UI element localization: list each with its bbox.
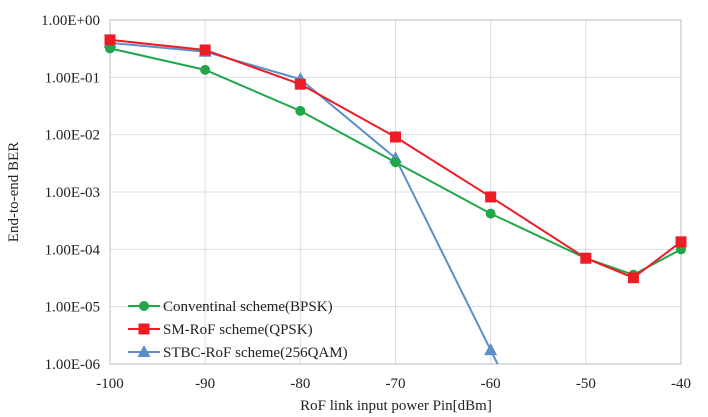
data-point xyxy=(105,43,115,54)
x-tick-label: -90 xyxy=(195,376,215,392)
legend-label: STBC-RoF scheme(256QAM) xyxy=(163,345,348,361)
series-line xyxy=(110,38,682,279)
y-axis-label: End-to-end BER xyxy=(6,142,22,242)
data-point xyxy=(199,44,211,56)
data-point xyxy=(627,272,639,284)
x-tick-label: -40 xyxy=(671,376,691,392)
legend-label: SM-RoF scheme(QPSK) xyxy=(163,322,313,338)
x-tick-label: -100 xyxy=(96,376,124,392)
y-tick-label: 1.00E-03 xyxy=(45,185,100,201)
y-tick-label: 1.00E-05 xyxy=(45,300,100,316)
data-point xyxy=(390,131,401,143)
series-line xyxy=(110,47,682,276)
x-tick-label: -80 xyxy=(290,376,310,392)
x-axis-ticks: -100 -90 -80 -70 -60 -50 -40 xyxy=(96,376,691,392)
data-point xyxy=(675,236,687,248)
y-axis-ticks: 1.00E+00 1.00E-01 1.00E-02 1.00E-03 1.00E-04… xyxy=(41,13,100,373)
legend: Conventinal scheme(BPSK) SM-RoF scheme(QP… xyxy=(128,299,348,361)
data-point xyxy=(580,252,592,264)
legend-marker xyxy=(137,345,151,357)
legend-marker xyxy=(139,301,149,311)
data-point xyxy=(485,208,496,219)
y-tick-label: 1.00E-04 xyxy=(45,242,101,258)
legend-marker xyxy=(138,323,150,335)
data-point xyxy=(200,64,211,75)
series-circle xyxy=(105,43,686,280)
y-tick-label: 1.00E-06 xyxy=(45,357,101,373)
series-line xyxy=(110,41,499,364)
data-point xyxy=(485,191,497,203)
series-square xyxy=(104,34,687,284)
legend-label: Conventinal scheme(BPSK) xyxy=(163,299,333,315)
data-point xyxy=(104,34,116,46)
data-point xyxy=(390,157,401,168)
x-tick-label: -60 xyxy=(481,376,501,392)
y-tick-label: 1.00E-02 xyxy=(45,128,100,144)
data-point xyxy=(294,78,306,90)
data-point xyxy=(484,343,498,356)
x-tick-label: -70 xyxy=(386,376,406,392)
x-tick-label: -50 xyxy=(576,376,596,392)
y-tick-label: 1.00E-01 xyxy=(45,70,100,86)
series-group xyxy=(103,34,687,364)
data-point xyxy=(295,105,306,116)
y-tick-label: 1.00E+00 xyxy=(41,13,100,29)
plot-frame xyxy=(109,19,682,365)
x-axis-label: RoF link input power Pin[dBm] xyxy=(300,398,492,414)
